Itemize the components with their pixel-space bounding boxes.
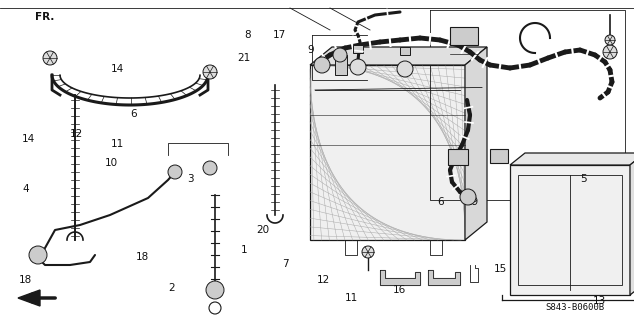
Circle shape	[203, 65, 217, 79]
Circle shape	[603, 45, 617, 59]
Text: 18: 18	[136, 252, 149, 262]
Bar	[450, 27, 478, 45]
Circle shape	[203, 161, 217, 175]
Polygon shape	[18, 290, 40, 306]
Circle shape	[333, 48, 347, 62]
Circle shape	[605, 35, 615, 45]
Text: 7: 7	[282, 259, 288, 269]
Bar	[518, 175, 622, 285]
Text: 12: 12	[317, 275, 330, 285]
Text: 12: 12	[70, 129, 82, 140]
Text: 4: 4	[22, 184, 29, 194]
Text: 9: 9	[307, 44, 314, 55]
Circle shape	[314, 57, 330, 73]
Bar	[448, 149, 468, 165]
Text: 1: 1	[241, 244, 247, 255]
Polygon shape	[428, 270, 460, 285]
Bar	[400, 47, 410, 55]
Text: 10: 10	[105, 158, 117, 168]
Text: 16: 16	[393, 284, 406, 295]
Circle shape	[168, 165, 182, 179]
Text: 18: 18	[19, 275, 32, 285]
Circle shape	[362, 246, 374, 258]
Bar	[490, 149, 508, 163]
Text: 14: 14	[111, 64, 124, 74]
Polygon shape	[380, 270, 420, 285]
Text: 2: 2	[168, 283, 174, 293]
Text: 3: 3	[187, 174, 193, 184]
Text: 13: 13	[593, 296, 605, 306]
Text: 20: 20	[257, 225, 269, 236]
Text: 14: 14	[22, 134, 35, 144]
Text: 17: 17	[273, 30, 285, 40]
Circle shape	[206, 281, 224, 299]
Bar	[353, 45, 363, 53]
Text: 15: 15	[495, 264, 507, 274]
Polygon shape	[510, 165, 630, 295]
Circle shape	[460, 189, 476, 205]
Polygon shape	[465, 47, 487, 240]
Text: S843-B0600B: S843-B0600B	[545, 303, 604, 313]
Circle shape	[350, 59, 366, 75]
Text: 6: 6	[437, 196, 444, 207]
Circle shape	[397, 61, 413, 77]
Text: 11: 11	[346, 292, 358, 303]
Circle shape	[29, 246, 47, 264]
Bar	[335, 55, 347, 75]
Text: 5: 5	[580, 174, 586, 184]
Polygon shape	[310, 65, 465, 240]
Text: FR.: FR.	[35, 12, 54, 22]
Text: 8: 8	[244, 30, 250, 40]
Polygon shape	[510, 153, 634, 165]
Polygon shape	[630, 153, 634, 295]
Text: 11: 11	[111, 139, 124, 149]
Polygon shape	[310, 47, 487, 65]
Text: 21: 21	[238, 52, 250, 63]
Circle shape	[43, 51, 57, 65]
Text: 19: 19	[466, 196, 479, 207]
Text: 6: 6	[130, 108, 136, 119]
